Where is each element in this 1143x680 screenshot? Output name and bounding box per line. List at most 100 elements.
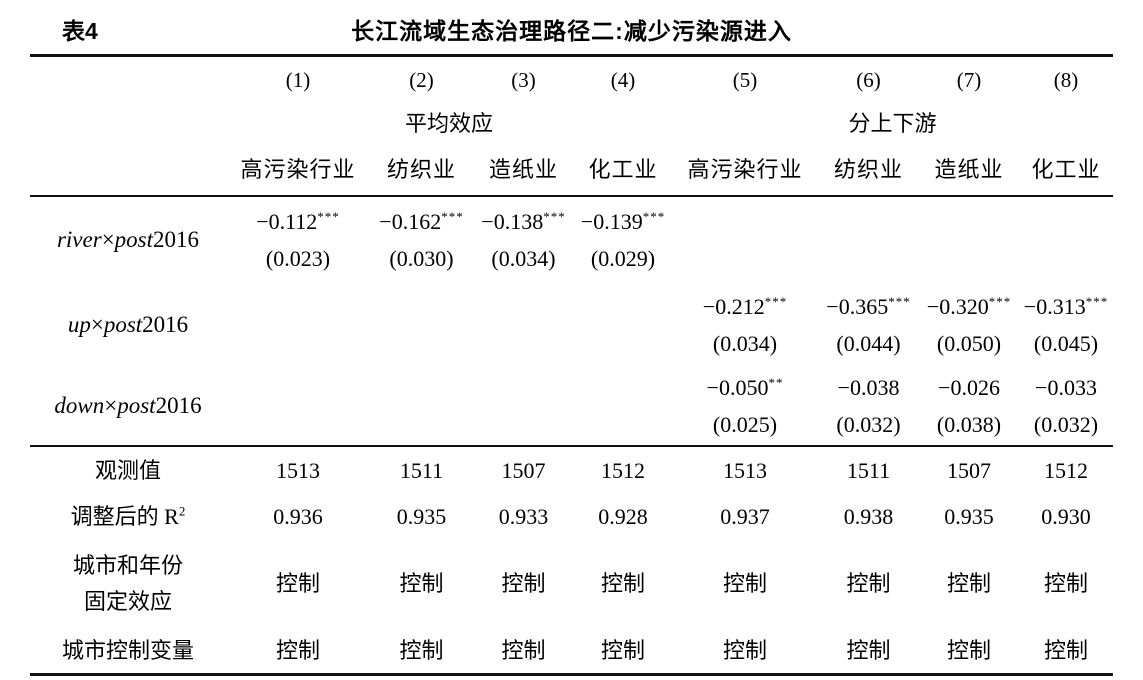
- stat-value: 1511: [846, 457, 891, 483]
- coef-cell: −0.050** (0.025): [672, 367, 818, 446]
- coef-cell-empty: [370, 367, 473, 446]
- stat-value: 控制: [501, 637, 546, 663]
- col-number: (7): [956, 67, 982, 92]
- table-caption: 表4 长江流域生态治理路径二:减少污染源进入: [30, 0, 1113, 57]
- std-error: (0.032): [1033, 411, 1099, 437]
- std-error: (0.050): [936, 330, 1002, 356]
- stat-value: 控制: [275, 637, 320, 663]
- coef-cell: −0.033 (0.032): [1019, 367, 1113, 446]
- var-year: 2016: [155, 392, 202, 418]
- significance-stars: **: [768, 374, 784, 390]
- industry-header: 化工业: [1019, 145, 1113, 197]
- stat-label-city-controls: 城市控制变量: [61, 637, 194, 663]
- stat-value: 0.933: [498, 504, 549, 530]
- coef-cell-empty: [818, 196, 919, 283]
- coef-cell-empty: [574, 283, 672, 367]
- stat-value: 控制: [722, 637, 767, 663]
- significance-stars: ***: [317, 208, 340, 224]
- coef-value: −0.162: [379, 208, 442, 234]
- fe-label-line1: 城市和年份: [72, 553, 183, 578]
- column-number-row: (1) (2) (3) (4) (5) (6) (7) (8): [30, 57, 1113, 103]
- significance-stars: ***: [988, 293, 1012, 309]
- industry-header: 造纸业: [919, 145, 1019, 197]
- stat-label-observations: 观测值: [94, 457, 161, 483]
- stat-value: 1511: [399, 457, 444, 483]
- col-number: (2): [409, 67, 434, 92]
- std-error: (0.034): [491, 245, 556, 271]
- coef-cell: −0.026 (0.038): [919, 367, 1019, 446]
- std-error: (0.025): [712, 411, 778, 437]
- coef-value: −0.038: [837, 374, 900, 400]
- col-number: (8): [1053, 67, 1079, 92]
- coef-value: −0.026: [938, 374, 1000, 400]
- stat-value: 控制: [1043, 637, 1088, 663]
- stat-value: 控制: [722, 571, 767, 597]
- col-number: (1): [285, 67, 311, 92]
- coef-value: −0.112: [256, 208, 318, 234]
- var-year: 2016: [142, 311, 189, 337]
- group-header-row: 平均效应 分上下游: [30, 103, 1113, 145]
- var-name: post: [114, 226, 154, 252]
- empty-header-cell: [30, 57, 226, 103]
- std-error: (0.023): [265, 245, 331, 271]
- variable-label: river×post2016: [30, 196, 226, 283]
- stat-value: 控制: [600, 571, 645, 597]
- stat-value: 控制: [846, 637, 891, 663]
- col-number: (6): [856, 67, 881, 92]
- std-error: (0.030): [389, 245, 454, 271]
- var-name: river: [56, 226, 102, 252]
- significance-stars: ***: [543, 208, 566, 224]
- stat-value: 控制: [600, 637, 645, 663]
- std-error: (0.032): [836, 411, 901, 437]
- coef-row-up-post2016: up×post2016 −0.212*** (0.034) −0.365*** (0…: [30, 283, 1113, 367]
- coef-cell-empty: [370, 283, 473, 367]
- coef-cell-empty: [672, 196, 818, 283]
- fixed-effects-row: 城市和年份 固定效应 控制 控制 控制 控制 控制 控制 控制 控制: [30, 540, 1113, 628]
- regression-table: (1) (2) (3) (4) (5) (6) (7) (8) 平均效应 分上下…: [30, 57, 1113, 676]
- coef-value: −0.050: [706, 374, 769, 400]
- coef-cell-empty: [1019, 196, 1113, 283]
- coef-cell-empty: [226, 367, 370, 446]
- coef-value: −0.313: [1023, 293, 1086, 319]
- table-title: 长江流域生态治理路径二:减少污染源进入: [351, 18, 792, 44]
- coef-cell: −0.212*** (0.034): [672, 283, 818, 367]
- significance-stars: ***: [888, 293, 911, 309]
- industry-header: 高污染行业: [226, 145, 370, 197]
- coef-cell: −0.139*** (0.029): [574, 196, 672, 283]
- group-header-up-down-stream: 分上下游: [848, 111, 937, 137]
- stat-value: 0.935: [944, 504, 994, 530]
- coef-cell-empty: [919, 196, 1019, 283]
- var-name: up: [67, 311, 91, 337]
- adjusted-r2-row: 调整后的 R2 0.936 0.935 0.933 0.928 0.937 0.…: [30, 494, 1113, 540]
- fe-label-line2: 固定效应: [83, 589, 172, 614]
- var-year: 2016: [153, 226, 200, 252]
- variable-label: down×post2016: [30, 367, 226, 446]
- stat-label-fixed-effects: 城市和年份 固定效应: [30, 540, 226, 628]
- industry-header: 纺织业: [818, 145, 919, 197]
- std-error: (0.038): [936, 411, 1002, 437]
- coef-cell-empty: [574, 367, 672, 446]
- variable-label: up×post2016: [30, 283, 226, 367]
- var-name: down: [54, 392, 105, 418]
- empty-header-cell: [30, 145, 226, 197]
- std-error: (0.044): [836, 330, 901, 356]
- industry-header: 化工业: [574, 145, 672, 197]
- observations-row: 观测值 1513 1511 1507 1512 1513 1511 1507 1…: [30, 446, 1113, 494]
- stat-value: 1513: [723, 457, 767, 483]
- stat-value: 0.938: [843, 504, 894, 530]
- stat-value: 0.937: [720, 504, 770, 530]
- std-error: (0.034): [712, 330, 778, 356]
- var-name: post: [117, 392, 156, 418]
- coef-cell-empty: [226, 283, 370, 367]
- stat-value: 1513: [276, 457, 320, 483]
- stat-value: 0.928: [598, 504, 648, 530]
- col-number: (3): [511, 67, 536, 92]
- industry-header: 造纸业: [473, 145, 574, 197]
- times-sign: ×: [90, 311, 104, 337]
- coef-row-down-post2016: down×post2016 −0.050** (0.025) −0.038 (0.0…: [30, 367, 1113, 446]
- group-header-average-effect: 平均效应: [404, 111, 493, 137]
- r2-label-text: 调整后的 R: [70, 504, 179, 530]
- coef-cell: −0.320*** (0.050): [919, 283, 1019, 367]
- stat-value: 0.936: [273, 504, 323, 530]
- stat-value: 控制: [399, 571, 444, 597]
